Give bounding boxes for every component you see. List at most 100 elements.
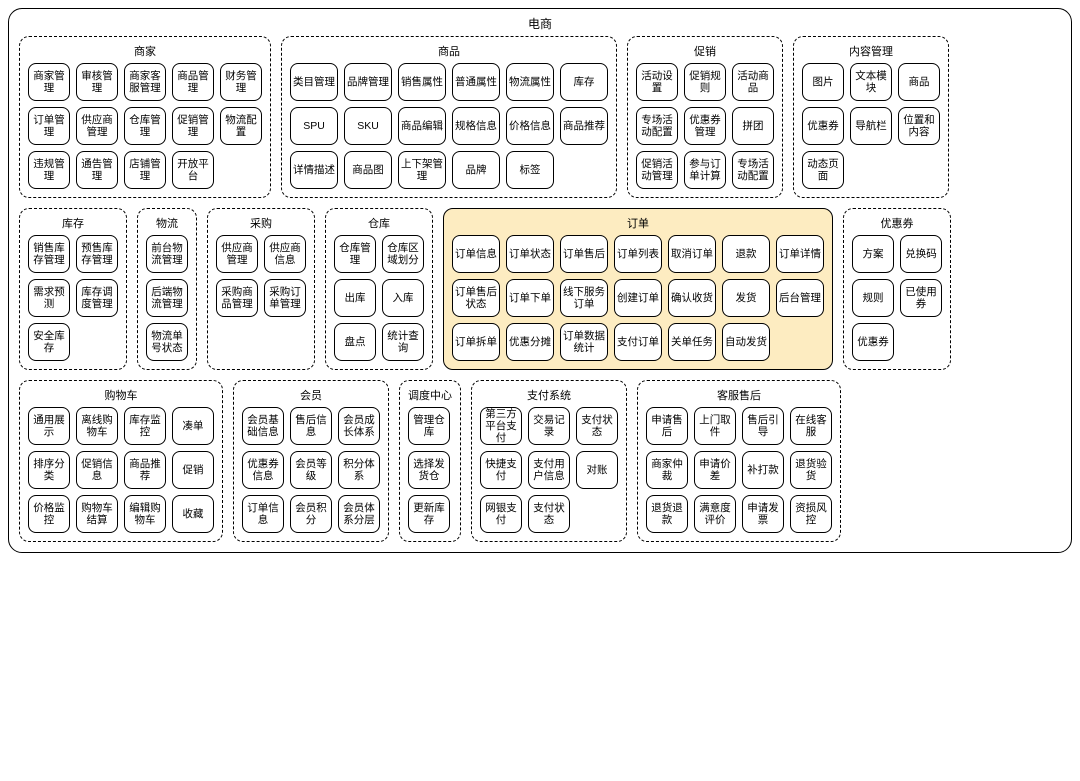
rows-container: 商家商家管理审核管理商家客服管理商品管理财务管理订单管理供应商管理仓库管理促销管…	[19, 36, 1061, 542]
items-grid: 类目管理品牌管理销售属性普通属性物流属性库存SPUSKU商品编辑规格信息价格信息…	[290, 63, 608, 189]
items-grid: 第三方平台支付交易记录支付状态快捷支付支付用户信息对账网银支付支付状态	[480, 407, 618, 533]
node-item: 积分体系	[338, 451, 380, 489]
items-grid: 管理仓库选择发货仓更新库存	[408, 407, 452, 533]
node-item: 售后引导	[742, 407, 784, 445]
node-item: 申请价差	[694, 451, 736, 489]
node-item: 物流配置	[220, 107, 262, 145]
node-item: 资损风控	[790, 495, 832, 533]
node-item: 订单管理	[28, 107, 70, 145]
group-title: 调度中心	[408, 387, 452, 403]
items-grid: 图片文本模块商品优惠券导航栏位置和内容动态页面	[802, 63, 940, 189]
node-item: 自动发货	[722, 323, 770, 361]
node-item: 会员基础信息	[242, 407, 284, 445]
node-item: 会员等级	[290, 451, 332, 489]
node-item: 对账	[576, 451, 618, 489]
group-title: 商家	[28, 43, 262, 59]
group-order: 订单订单信息订单状态订单售后订单列表取消订单退款订单详情订单售后状态订单下单线下…	[443, 208, 833, 370]
node-item: 导航栏	[850, 107, 892, 145]
group-title: 仓库	[334, 215, 424, 231]
node-item: 凑单	[172, 407, 214, 445]
node-item: 采购订单管理	[264, 279, 306, 317]
node-item: 交易记录	[528, 407, 570, 445]
row: 购物车通用展示离线购物车库存监控凑单排序分类促销信息商品推荐促销价格监控购物车结…	[19, 380, 1061, 542]
row: 商家商家管理审核管理商家客服管理商品管理财务管理订单管理供应商管理仓库管理促销管…	[19, 36, 1061, 198]
node-item: 发货	[722, 279, 770, 317]
group-title: 内容管理	[802, 43, 940, 59]
group-product: 商品类目管理品牌管理销售属性普通属性物流属性库存SPUSKU商品编辑规格信息价格…	[281, 36, 617, 198]
group-member: 会员会员基础信息售后信息会员成长体系优惠券信息会员等级积分体系订单信息会员积分会…	[233, 380, 389, 542]
node-item: 订单下单	[506, 279, 554, 317]
node-item: 审核管理	[76, 63, 118, 101]
node-item: 专场活动配置	[732, 151, 774, 189]
node-item: 上门取件	[694, 407, 736, 445]
node-item: 补打款	[742, 451, 784, 489]
group-title: 采购	[216, 215, 306, 231]
node-item: 优惠券	[852, 323, 894, 361]
node-item: 订单拆单	[452, 323, 500, 361]
group-cart: 购物车通用展示离线购物车库存监控凑单排序分类促销信息商品推荐促销价格监控购物车结…	[19, 380, 223, 542]
group-inventory: 库存销售库存管理预售库存管理需求预测库存调度管理安全库存	[19, 208, 127, 370]
node-item: 优惠分摊	[506, 323, 554, 361]
node-item: 物流属性	[506, 63, 554, 101]
node-item: 物流单号状态	[146, 323, 188, 361]
node-item: 退货退款	[646, 495, 688, 533]
node-item: 库存	[560, 63, 608, 101]
node-item: 价格信息	[506, 107, 554, 145]
node-item: 退款	[722, 235, 770, 273]
items-grid: 前台物流管理后端物流管理物流单号状态	[146, 235, 188, 361]
node-item: 上下架管理	[398, 151, 446, 189]
node-item: 支付用户信息	[528, 451, 570, 489]
node-item: 已使用券	[900, 279, 942, 317]
node-item: 促销信息	[76, 451, 118, 489]
node-item: 在线客服	[790, 407, 832, 445]
items-grid: 方案兑换码规则已使用券优惠券	[852, 235, 942, 361]
group-title: 库存	[28, 215, 118, 231]
node-item: 店铺管理	[124, 151, 166, 189]
node-item: 优惠券管理	[684, 107, 726, 145]
items-grid: 会员基础信息售后信息会员成长体系优惠券信息会员等级积分体系订单信息会员积分会员体…	[242, 407, 380, 533]
node-item: 价格监控	[28, 495, 70, 533]
node-item: 类目管理	[290, 63, 338, 101]
items-grid: 仓库管理仓库区域划分出库入库盘点统计查询	[334, 235, 424, 361]
items-grid: 商家管理审核管理商家客服管理商品管理财务管理订单管理供应商管理仓库管理促销管理物…	[28, 63, 262, 189]
node-item: 申请售后	[646, 407, 688, 445]
node-item: 商品图	[344, 151, 392, 189]
node-item: 活动商品	[732, 63, 774, 101]
node-item: 兑换码	[900, 235, 942, 273]
node-item: 促销管理	[172, 107, 214, 145]
node-item: 商品编辑	[398, 107, 446, 145]
node-item: 售后信息	[290, 407, 332, 445]
group-content: 内容管理图片文本模块商品优惠券导航栏位置和内容动态页面	[793, 36, 949, 198]
group-title: 支付系统	[480, 387, 618, 403]
root-container: 电商 商家商家管理审核管理商家客服管理商品管理财务管理订单管理供应商管理仓库管理…	[8, 8, 1072, 553]
node-item: SKU	[344, 107, 392, 145]
node-item: 创建订单	[614, 279, 662, 317]
node-item: 参与订单计算	[684, 151, 726, 189]
node-item: 供应商信息	[264, 235, 306, 273]
node-item: 品牌管理	[344, 63, 392, 101]
node-item: 快捷支付	[480, 451, 522, 489]
node-item: 申请发票	[742, 495, 784, 533]
node-item: 离线购物车	[76, 407, 118, 445]
node-item: 退货验货	[790, 451, 832, 489]
node-item: 位置和内容	[898, 107, 940, 145]
node-item: 盘点	[334, 323, 376, 361]
node-item: 需求预测	[28, 279, 70, 317]
node-item: 更新库存	[408, 495, 450, 533]
node-item: 商品管理	[172, 63, 214, 101]
group-title: 物流	[146, 215, 188, 231]
node-item: 财务管理	[220, 63, 262, 101]
node-item: 会员成长体系	[338, 407, 380, 445]
group-promotion: 促销活动设置促销规则活动商品专场活动配置优惠券管理拼团促销活动管理参与订单计算专…	[627, 36, 783, 198]
node-item: 支付订单	[614, 323, 662, 361]
group-dispatch: 调度中心管理仓库选择发货仓更新库存	[399, 380, 461, 542]
node-item: 通告管理	[76, 151, 118, 189]
items-grid: 供应商管理供应商信息采购商品管理采购订单管理	[216, 235, 306, 317]
node-item: 供应商管理	[76, 107, 118, 145]
node-item: 商家仲裁	[646, 451, 688, 489]
node-item: 促销活动管理	[636, 151, 678, 189]
node-item: 通用展示	[28, 407, 70, 445]
node-item: 仓库管理	[124, 107, 166, 145]
items-grid: 申请售后上门取件售后引导在线客服商家仲裁申请价差补打款退货验货退货退款满意度评价…	[646, 407, 832, 533]
node-item: 品牌	[452, 151, 500, 189]
